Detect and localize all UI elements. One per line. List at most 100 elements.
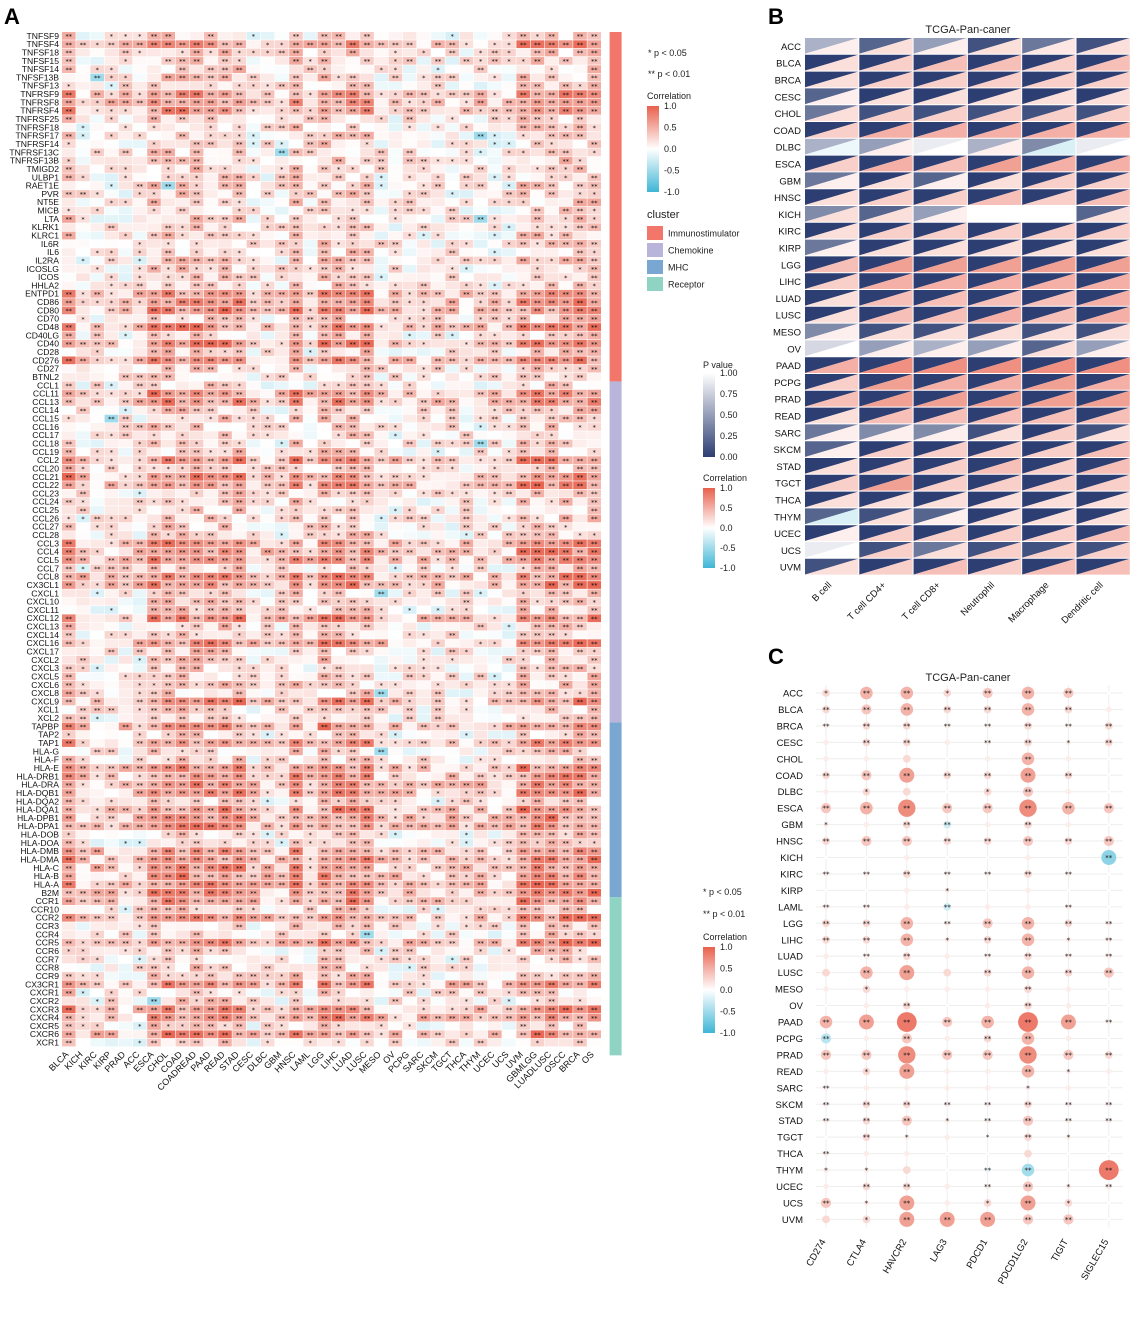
heatmap-cell [204,106,218,115]
significance-mark: ** [392,307,399,315]
heatmap-cell [374,81,388,90]
significance-mark: ** [321,274,328,282]
heatmap-cell [544,306,559,315]
heatmap-cell [189,190,204,198]
significance-mark: ** [350,390,357,398]
significance-mark: ** [122,49,129,57]
heatmap-cell [431,423,445,431]
significance-mark: ** [236,681,243,689]
significance-mark: * [238,282,242,290]
significance-mark: ** [449,673,456,681]
heatmap-cell [573,406,587,415]
significance-mark: * [422,432,426,440]
significance-mark: ** [179,74,186,82]
heatmap-cell [133,281,147,290]
heatmap-cell [488,373,502,381]
heatmap-cell [473,631,488,639]
significance-mark: ** [534,274,541,282]
significance-mark: ** [492,299,499,307]
significance-mark: ** [577,332,584,340]
significance-mark: ** [577,216,584,224]
heatmap-cell [76,240,90,248]
significance-mark: ** [293,540,300,548]
heatmap-cell [331,140,346,148]
significance-mark: ** [122,399,129,407]
significance-mark: ** [477,307,484,315]
heatmap-cell [118,331,133,340]
heatmap-cell [502,90,516,98]
heatmap-cell [175,439,190,448]
significance-mark: ** [293,482,300,490]
heatmap-cell [502,506,516,514]
heatmap-cell [587,65,601,73]
heatmap-cell [388,81,403,90]
significance-mark: ** [477,449,484,457]
heatmap-cell [232,264,246,273]
significance-mark: ** [208,74,215,82]
heatmap-cell [516,398,530,406]
significance-mark: ** [222,582,229,590]
significance-mark: * [550,257,554,265]
heatmap-cell [346,223,360,232]
heatmap-cell [502,339,516,348]
heatmap-cell [374,656,388,664]
significance-mark: ** [463,598,470,606]
significance-mark: ** [548,482,555,490]
heatmap-cell [76,589,90,598]
heatmap-cell [417,439,431,448]
significance-mark: ** [222,457,229,465]
heatmap-cell [402,522,417,531]
heatmap-cell [246,398,261,406]
heatmap-cell [90,40,104,49]
heatmap-cell [317,198,332,207]
significance-mark: ** [236,141,243,149]
heatmap-cell [417,156,431,165]
heatmap-cell [275,81,289,90]
heatmap-cell [402,381,417,390]
heatmap-cell [388,115,403,123]
heatmap-cell [516,181,530,190]
heatmap-cell [573,65,587,73]
heatmap-cell [402,165,417,173]
significance-mark: ** [66,99,73,107]
heatmap-cell [488,206,502,215]
heatmap-cell [488,589,502,598]
heatmap-cell [76,156,90,165]
heatmap-cell [346,323,360,331]
heatmap-cell [331,198,346,207]
heatmap-cell [90,323,104,331]
significance-mark: ** [193,598,200,606]
heatmap-cell [161,215,175,223]
heatmap-cell [246,364,261,373]
heatmap-cell [360,190,374,198]
heatmap-cell [260,98,275,107]
heatmap-cell [417,48,431,57]
heatmap-cell [204,156,218,165]
significance-mark: ** [151,265,158,273]
heatmap-cell [246,506,261,514]
heatmap-cell [62,389,76,398]
significance-mark: * [593,124,597,132]
heatmap-cell [147,647,161,656]
heatmap-cell [90,423,104,431]
significance-mark: ** [520,557,527,565]
heatmap-cell [417,689,431,697]
heatmap-cell [402,331,417,340]
heatmap-cell [587,131,601,140]
heatmap-cell [175,356,190,365]
heatmap-cell [303,90,317,98]
heatmap-cell [559,190,573,198]
heatmap-cell [346,423,360,431]
heatmap-cell [104,148,119,157]
significance-mark: ** [548,241,555,249]
heatmap-cell [260,281,275,290]
heatmap-cell [62,98,76,107]
heatmap-cell [76,106,90,115]
heatmap-cell [246,206,261,215]
heatmap-cell [303,647,317,656]
heatmap-cell [189,32,204,40]
heatmap-cell [204,48,218,57]
significance-mark: ** [122,149,129,157]
heatmap-cell [587,165,601,173]
significance-mark: ** [435,582,442,590]
